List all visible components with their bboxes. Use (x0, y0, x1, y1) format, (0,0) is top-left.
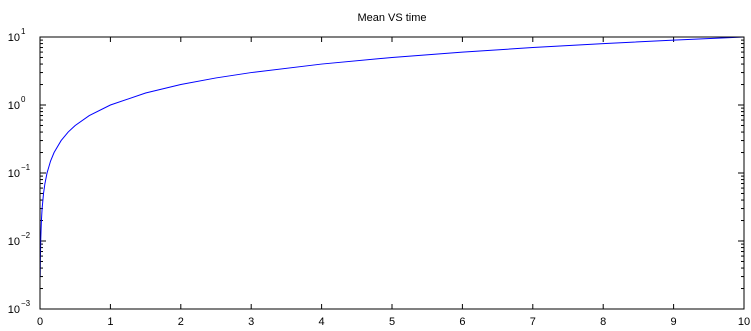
x-tick-label: 9 (671, 316, 677, 328)
y-tick-label-base: 10 (8, 100, 20, 112)
x-tick-label: 0 (37, 316, 43, 328)
y-tick-label-base: 10 (8, 236, 20, 248)
x-tick-label: 5 (389, 316, 395, 328)
x-tick-label: 10 (738, 316, 750, 328)
y-tick-label-base: 10 (8, 168, 20, 180)
y-tick-label-base: 10 (8, 32, 20, 44)
x-tick-label: 2 (178, 316, 184, 328)
y-tick-label-exponent: 0 (21, 95, 26, 104)
x-tick-label: 8 (600, 316, 606, 328)
x-tick-label: 6 (459, 316, 465, 328)
x-tick-label: 3 (248, 316, 254, 328)
y-tick-label-base: 10 (8, 304, 20, 316)
y-tick-label-exponent: 1 (21, 27, 26, 36)
series-line-0 (39, 36, 745, 277)
chart-title: Mean VS time (357, 12, 426, 24)
y-tick-label-exponent: −1 (21, 163, 31, 172)
y-tick-label-exponent: −2 (21, 231, 31, 240)
y-tick-label-exponent: −3 (21, 299, 31, 308)
plot-area-frame (39, 36, 745, 310)
x-tick-label: 7 (530, 316, 536, 328)
x-tick-label: 4 (319, 316, 325, 328)
x-tick-label: 1 (107, 316, 113, 328)
